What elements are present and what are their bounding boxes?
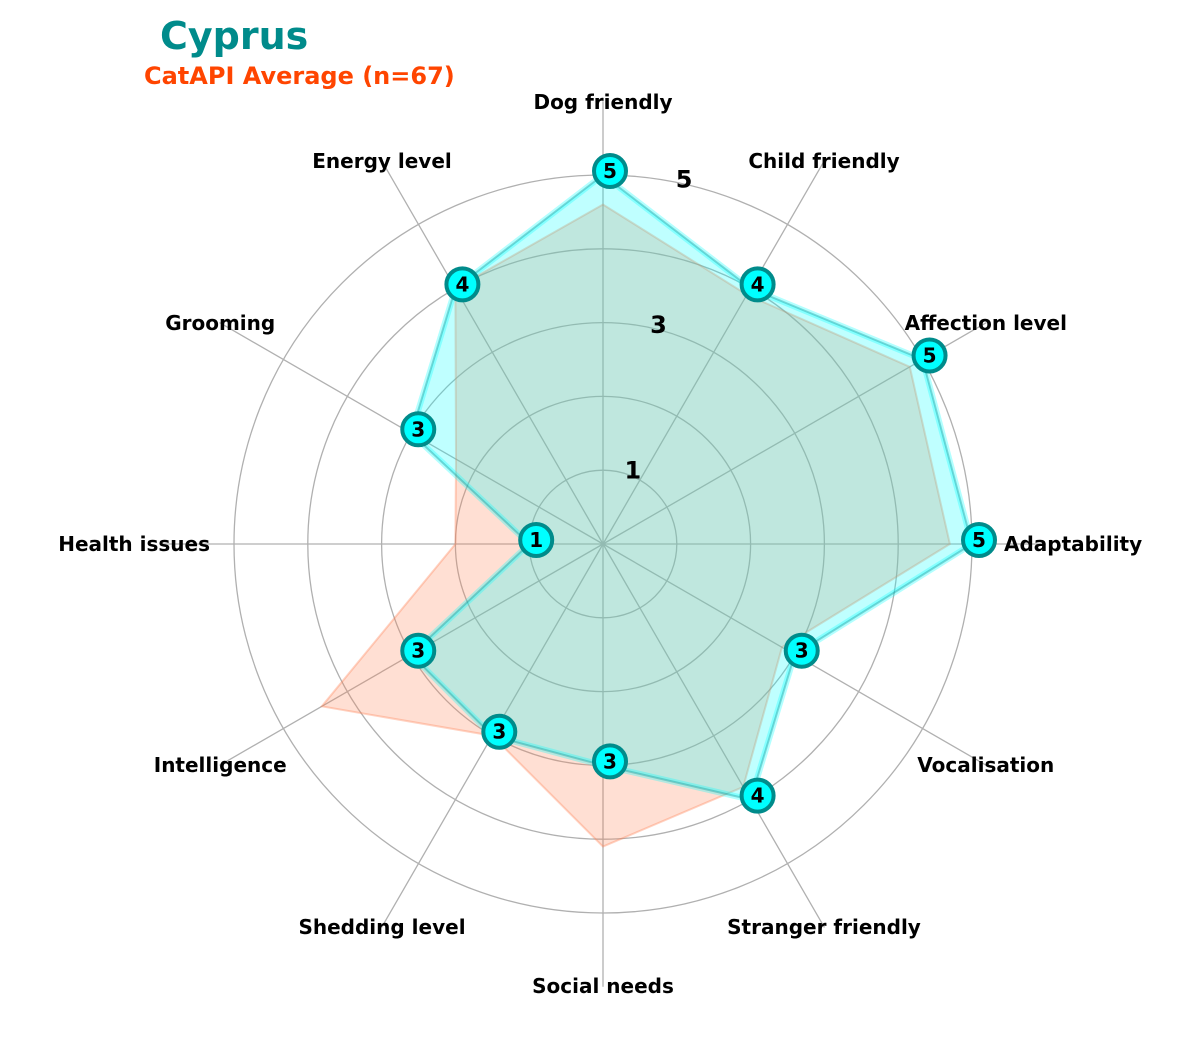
radial-tick-label: 1 bbox=[624, 456, 641, 484]
data-point bbox=[739, 266, 776, 303]
data-label: 4 bbox=[751, 272, 765, 296]
grid-spoke bbox=[602, 160, 825, 545]
data-point bbox=[592, 743, 628, 780]
data-point bbox=[400, 632, 437, 669]
axis-label: Dog friendly bbox=[533, 90, 672, 114]
data-label: 3 bbox=[411, 417, 425, 441]
data-point bbox=[592, 153, 628, 189]
axis-label: Adaptability bbox=[1004, 532, 1142, 556]
radial-tick-label: 3 bbox=[650, 311, 667, 339]
series-breed-area bbox=[408, 172, 975, 803]
data-label: 5 bbox=[923, 344, 937, 368]
data-point bbox=[783, 632, 820, 669]
data-point bbox=[961, 522, 997, 558]
data-label: 3 bbox=[492, 720, 506, 744]
axis-label: Grooming bbox=[165, 311, 275, 335]
data-point bbox=[739, 777, 776, 814]
grid-spoke bbox=[602, 543, 825, 928]
data-label: 3 bbox=[603, 749, 617, 773]
data-point bbox=[518, 522, 555, 558]
axis-label: Vocalisation bbox=[917, 753, 1054, 777]
data-label: 4 bbox=[455, 272, 469, 296]
data-point bbox=[911, 337, 948, 374]
data-label: 5 bbox=[603, 159, 617, 183]
data-label: 3 bbox=[411, 639, 425, 663]
axis-label: Child friendly bbox=[748, 149, 899, 173]
data-label: 5 bbox=[972, 528, 986, 552]
axis-label: Social needs bbox=[532, 974, 674, 998]
grid-spoke bbox=[381, 160, 604, 545]
axis-label: Intelligence bbox=[154, 753, 287, 777]
data-label: 4 bbox=[751, 784, 765, 808]
axis-label: Affection level bbox=[905, 311, 1067, 335]
chart-subtitle: CatAPI Average (n=67) bbox=[144, 62, 455, 90]
radial-tick-label: 5 bbox=[676, 166, 693, 194]
chart-title: Cyprus bbox=[160, 14, 309, 58]
data-point bbox=[400, 411, 437, 448]
axis-label: Energy level bbox=[312, 149, 452, 173]
data-label: 1 bbox=[529, 528, 543, 552]
axis-label: Health issues bbox=[58, 532, 210, 556]
data-point bbox=[481, 713, 518, 750]
axis-label: Shedding level bbox=[298, 915, 465, 939]
axis-label: Stranger friendly bbox=[727, 915, 921, 939]
data-label: 3 bbox=[795, 639, 809, 663]
data-point bbox=[444, 266, 481, 303]
